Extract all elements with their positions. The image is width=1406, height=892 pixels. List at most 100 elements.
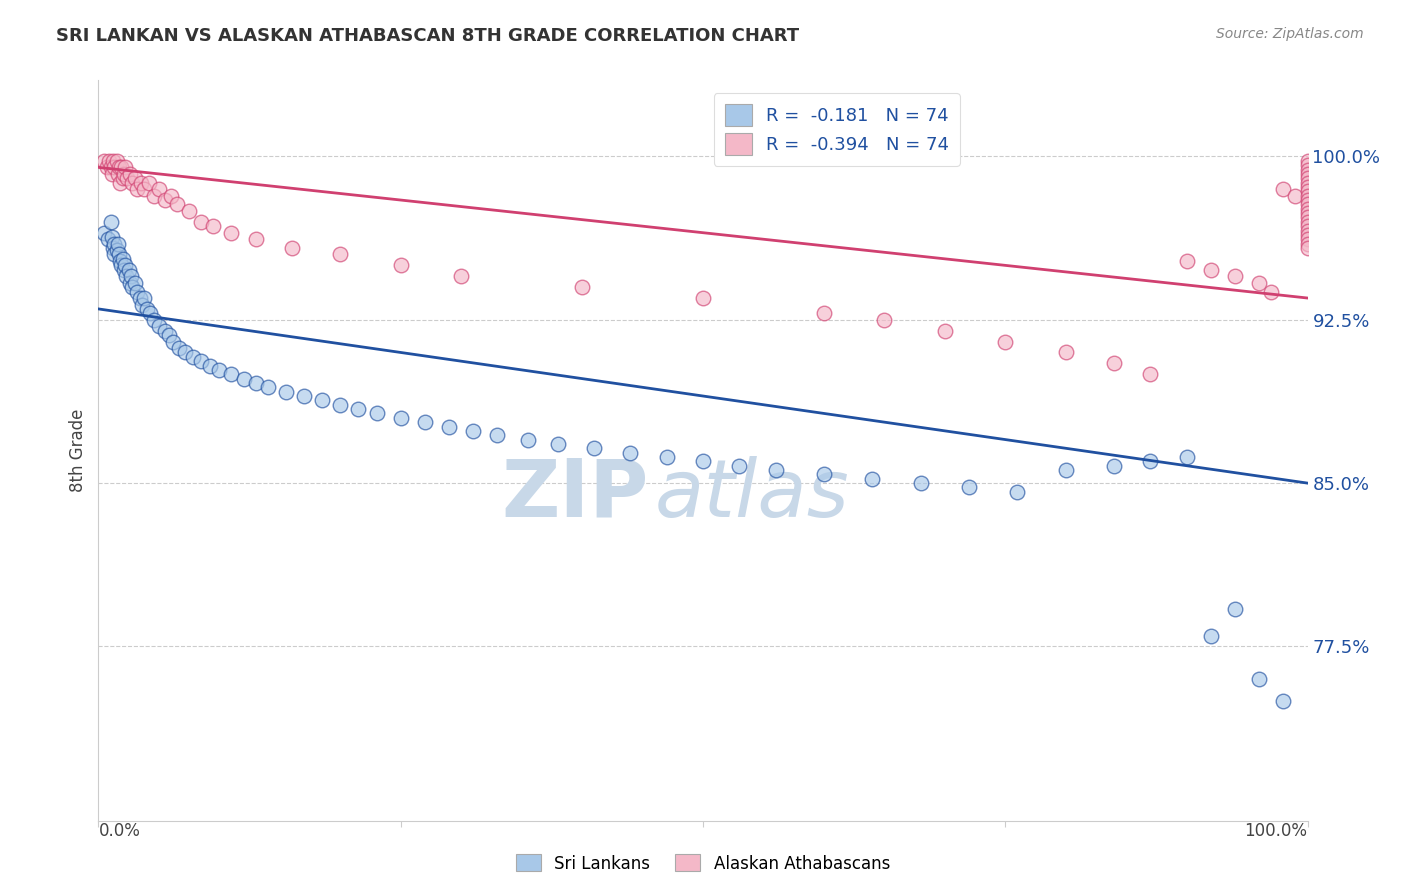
Point [311, 393, 333, 408]
Point [148, 319, 170, 334]
Point [139, 306, 162, 320]
Text: 0.0%: 0.0% [98, 822, 141, 840]
Point [516, 433, 538, 447]
Point [274, 384, 297, 399]
Point [108, 176, 131, 190]
Text: ZIP: ZIP [502, 456, 648, 534]
Point [128, 291, 150, 305]
Point [1272, 694, 1295, 708]
Point [1296, 211, 1319, 225]
Point [1102, 458, 1125, 473]
Point [450, 269, 472, 284]
Point [1296, 180, 1319, 194]
Point [107, 167, 129, 181]
Point [143, 188, 166, 202]
Point [110, 259, 132, 273]
Point [166, 197, 188, 211]
Point [160, 188, 183, 202]
Point [105, 243, 128, 257]
Point [153, 324, 176, 338]
Point [1296, 232, 1319, 246]
Point [108, 247, 131, 261]
Point [1296, 215, 1319, 229]
Point [97, 232, 120, 246]
Point [873, 313, 896, 327]
Point [389, 410, 412, 425]
Point [1296, 193, 1319, 207]
Point [110, 161, 132, 175]
Point [1296, 176, 1319, 190]
Point [232, 371, 254, 385]
Point [221, 368, 243, 382]
Point [547, 437, 569, 451]
Point [179, 203, 201, 218]
Point [1260, 285, 1282, 299]
Point [127, 182, 149, 196]
Legend: R =  -0.181   N = 74, R =  -0.394   N = 74: R = -0.181 N = 74, R = -0.394 N = 74 [714, 93, 960, 166]
Point [103, 247, 125, 261]
Point [98, 153, 121, 168]
Point [131, 297, 153, 311]
Point [121, 176, 143, 190]
Point [1296, 219, 1319, 234]
Point [860, 472, 883, 486]
Text: SRI LANKAN VS ALASKAN ATHABASCAN 8TH GRADE CORRELATION CHART: SRI LANKAN VS ALASKAN ATHABASCAN 8TH GRA… [56, 27, 800, 45]
Point [135, 301, 157, 316]
Point [329, 247, 352, 261]
Point [1175, 450, 1198, 464]
Point [112, 167, 135, 181]
Point [162, 334, 184, 349]
Point [93, 226, 115, 240]
Text: 100.0%: 100.0% [1244, 822, 1308, 840]
Point [1249, 672, 1271, 686]
Point [329, 398, 352, 412]
Point [124, 276, 146, 290]
Point [463, 424, 485, 438]
Point [134, 291, 156, 305]
Point [1249, 276, 1271, 290]
Point [994, 334, 1017, 349]
Point [1296, 167, 1319, 181]
Point [96, 161, 118, 175]
Point [221, 226, 243, 240]
Point [120, 269, 142, 284]
Point [813, 467, 835, 482]
Point [1139, 368, 1161, 382]
Point [115, 269, 138, 284]
Point [174, 345, 197, 359]
Point [1139, 454, 1161, 468]
Point [1296, 185, 1319, 199]
Point [114, 161, 136, 175]
Point [190, 354, 212, 368]
Point [112, 262, 135, 277]
Point [583, 442, 606, 456]
Point [100, 161, 122, 175]
Point [100, 215, 122, 229]
Point [571, 280, 593, 294]
Point [118, 167, 141, 181]
Point [813, 306, 835, 320]
Point [486, 428, 509, 442]
Point [619, 445, 641, 459]
Point [1102, 356, 1125, 370]
Point [1296, 162, 1319, 177]
Point [101, 153, 124, 168]
Point [93, 153, 115, 168]
Point [245, 232, 267, 246]
Point [202, 219, 225, 234]
Point [108, 161, 131, 175]
Point [1296, 153, 1319, 168]
Point [1007, 484, 1029, 499]
Point [413, 415, 436, 429]
Y-axis label: 8th Grade: 8th Grade [69, 409, 87, 492]
Point [1296, 236, 1319, 251]
Point [143, 313, 166, 327]
Point [1296, 197, 1319, 211]
Point [153, 193, 176, 207]
Point [107, 236, 129, 251]
Point [124, 171, 146, 186]
Point [1296, 171, 1319, 186]
Point [1296, 158, 1319, 172]
Point [114, 259, 136, 273]
Text: atlas: atlas [655, 456, 849, 534]
